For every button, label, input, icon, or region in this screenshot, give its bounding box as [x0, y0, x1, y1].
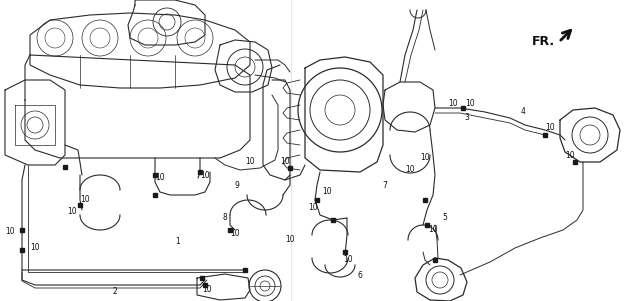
Bar [243, 268, 247, 272]
Text: 10: 10 [322, 188, 332, 197]
Text: 2: 2 [113, 287, 117, 296]
Text: 10: 10 [405, 166, 415, 175]
Bar [423, 198, 427, 202]
Text: 10: 10 [308, 203, 318, 212]
Bar [543, 133, 547, 137]
Text: 10: 10 [420, 154, 430, 163]
Text: 10: 10 [245, 157, 255, 166]
Bar [315, 198, 319, 202]
Bar [203, 283, 207, 287]
Bar [200, 276, 204, 280]
Text: 10: 10 [545, 123, 555, 132]
Text: 7: 7 [383, 181, 387, 190]
Bar [20, 228, 24, 232]
Text: FR.: FR. [532, 35, 555, 48]
Text: 4: 4 [520, 107, 525, 116]
Text: 10: 10 [5, 228, 15, 237]
Text: 10: 10 [285, 235, 295, 244]
Bar [153, 193, 157, 197]
Bar [425, 223, 429, 227]
Bar [228, 228, 232, 232]
Bar [63, 165, 67, 169]
Text: 10: 10 [343, 256, 353, 265]
Text: 6: 6 [358, 271, 362, 280]
Bar [331, 218, 335, 222]
Text: 1: 1 [175, 237, 180, 247]
Bar [433, 258, 437, 262]
Bar [343, 250, 347, 254]
Bar [461, 106, 465, 110]
Text: 10: 10 [465, 98, 475, 107]
Text: 10: 10 [30, 244, 40, 253]
Text: 10: 10 [155, 173, 165, 182]
Text: 9: 9 [235, 181, 239, 190]
Text: 10: 10 [280, 157, 290, 166]
Bar [153, 173, 157, 177]
Bar [288, 166, 292, 170]
Bar [78, 203, 82, 207]
Text: 10: 10 [448, 98, 458, 107]
Text: 10: 10 [230, 229, 240, 238]
Bar [198, 170, 202, 174]
Text: 10: 10 [565, 150, 575, 160]
Text: 10: 10 [428, 225, 438, 234]
Text: 3: 3 [465, 113, 469, 123]
Text: 10: 10 [80, 196, 90, 204]
Text: 10: 10 [202, 286, 212, 294]
Bar [20, 248, 24, 252]
Text: 10: 10 [200, 170, 210, 179]
Text: 10: 10 [67, 207, 77, 216]
Text: 8: 8 [223, 213, 227, 222]
Text: 5: 5 [443, 213, 447, 222]
Bar [573, 160, 577, 164]
